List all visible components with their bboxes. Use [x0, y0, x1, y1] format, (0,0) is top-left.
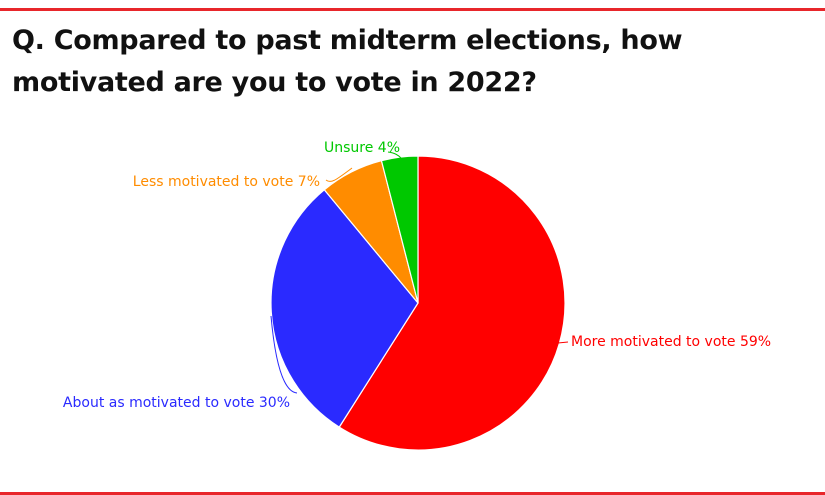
leader-line-3: [325, 167, 353, 182]
slice-label-1: More motivated to vote 59%: [571, 334, 771, 350]
slice-label-4: Unsure 4%: [324, 140, 400, 156]
pie-slice-1: [338, 155, 566, 451]
slice-label-2: About as motivated to vote 30%: [63, 395, 290, 411]
leader-line-4: [387, 151, 402, 159]
chart-title: Q. Compared to past midterm elections, h…: [12, 25, 683, 98]
bottom-accent-rule: [0, 492, 825, 495]
leader-line-2: [270, 315, 298, 394]
slice-label-3: Less motivated to vote 7%: [133, 174, 320, 190]
leader-line-1: [547, 341, 569, 345]
top-accent-rule: [0, 8, 825, 11]
pie-slice-2: [270, 188, 419, 428]
